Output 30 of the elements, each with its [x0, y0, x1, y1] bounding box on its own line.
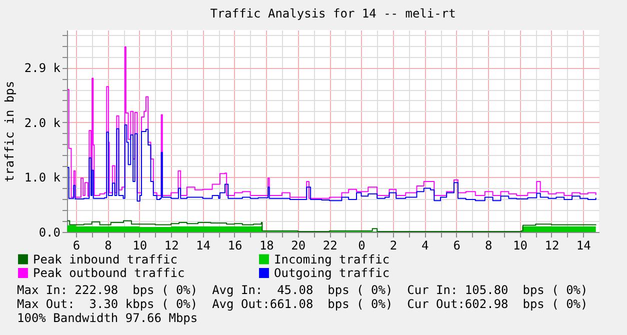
legend-label: Outgoing traffic [274, 266, 390, 280]
y-tick-label: 1.0 k [24, 170, 62, 185]
x-tick-label: 10 [132, 238, 148, 252]
x-tick-label: 18 [259, 238, 274, 252]
x-tick-label: 8 [484, 238, 492, 252]
x-tick-label: 12 [544, 238, 560, 252]
x-tick-label: 4 [422, 238, 429, 252]
x-tick-label: 10 [513, 238, 528, 252]
text: 100% Bandwidth 97.66 Mbps [17, 311, 199, 325]
y-tick-label: 2.9 k [24, 61, 62, 76]
x-tick-label: 6 [453, 238, 460, 252]
x-tick-label: 6 [72, 238, 80, 252]
legend-label: Peak outbound traffic [33, 266, 185, 280]
y-tick-label: 2.0 k [24, 116, 62, 130]
x-tick-label: 14 [196, 238, 210, 252]
chart-title: Traffic Analysis for 14 -- meli-rt [210, 6, 456, 21]
x-tick-label: 14 [576, 238, 591, 252]
x-tick-label: 16 [228, 238, 242, 252]
legend-label: Incoming traffic [274, 252, 390, 266]
y-axis-title: traffic in bps [2, 80, 16, 182]
x-tick-label: 12 [164, 238, 179, 252]
legend-label: Peak inbound traffic [33, 252, 178, 266]
text: Max In: 222.98 bps ( 0%) Avg In: 45.08 bps ( 0%) Cur In: 105.80 bps ( 0%) [17, 283, 588, 297]
text: Max Out: 3.30 kbps ( 0%) Avg Out:661.08 bps ( 0%) Cur Out:602.98 bps ( 0%) [17, 297, 588, 311]
x-tick-label: 8 [104, 238, 112, 252]
x-tick-label: 20 [291, 238, 306, 252]
x-tick-label: 2 [390, 238, 398, 252]
y-tick-label: 0.0 [38, 226, 60, 240]
x-tick-label: 0 [358, 238, 366, 252]
x-tick-label: 22 [322, 238, 338, 252]
